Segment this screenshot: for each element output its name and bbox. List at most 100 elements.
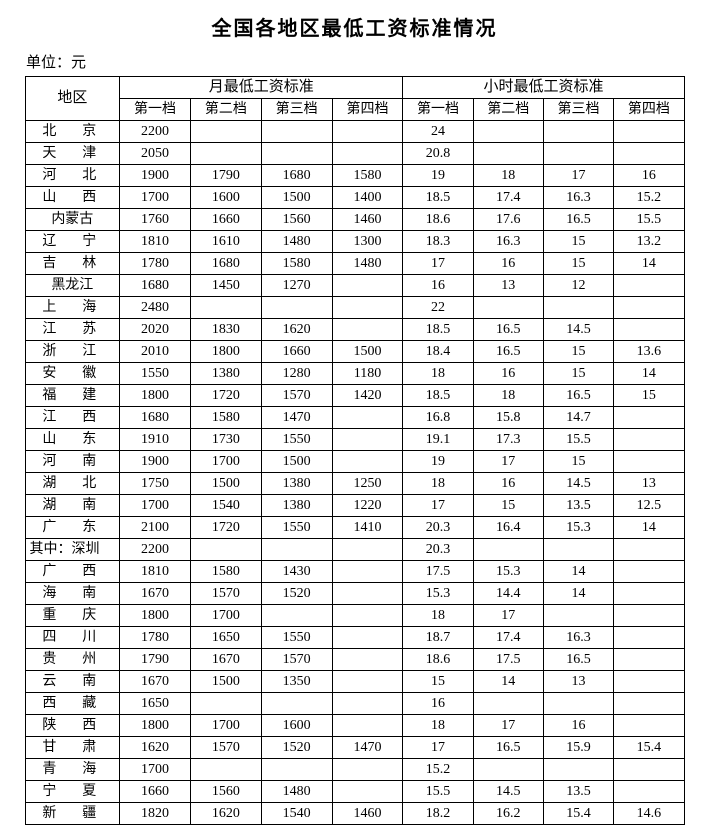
- hourly-cell: 14: [614, 363, 684, 385]
- monthly-cell: [190, 297, 261, 319]
- hourly-cell: 14: [614, 253, 684, 275]
- region-cell: 山 西: [25, 187, 120, 209]
- monthly-cell: 1650: [190, 627, 261, 649]
- hourly-cell: 16.8: [403, 407, 473, 429]
- table-row: 上 海248022: [25, 297, 684, 319]
- monthly-cell: [261, 759, 332, 781]
- monthly-cell: [332, 407, 403, 429]
- hourly-cell: 16: [403, 275, 473, 297]
- region-cell: 黑龙江: [25, 275, 120, 297]
- monthly-cell: [190, 759, 261, 781]
- monthly-cell: 1550: [261, 517, 332, 539]
- table-row: 河 南190017001500191715: [25, 451, 684, 473]
- hourly-cell: 20.8: [403, 143, 473, 165]
- monthly-cell: 1380: [190, 363, 261, 385]
- hourly-cell: [614, 781, 684, 803]
- monthly-cell: 1830: [190, 319, 261, 341]
- monthly-cell: 1300: [332, 231, 403, 253]
- table-row: 宁 夏16601560148015.514.513.5: [25, 781, 684, 803]
- region-cell: 安 徽: [25, 363, 120, 385]
- hourly-cell: [614, 407, 684, 429]
- monthly-cell: 1580: [261, 253, 332, 275]
- monthly-cell: 1480: [261, 781, 332, 803]
- hourly-cell: 15.3: [473, 561, 543, 583]
- region-cell: 青 海: [25, 759, 120, 781]
- hourly-cell: 18: [403, 363, 473, 385]
- hourly-cell: 18.4: [403, 341, 473, 363]
- monthly-cell: 2200: [120, 539, 191, 561]
- hourly-cell: 18.2: [403, 803, 473, 825]
- region-cell: 江 西: [25, 407, 120, 429]
- monthly-cell: 1380: [261, 495, 332, 517]
- header-tier-h2: 第二档: [473, 99, 543, 121]
- table-row: 黑龙江168014501270161312: [25, 275, 684, 297]
- monthly-cell: [332, 781, 403, 803]
- monthly-cell: 1680: [120, 407, 191, 429]
- hourly-cell: 14: [473, 671, 543, 693]
- hourly-cell: 14: [614, 517, 684, 539]
- monthly-cell: 1460: [332, 803, 403, 825]
- hourly-cell: 17.3: [473, 429, 543, 451]
- hourly-cell: 16: [614, 165, 684, 187]
- hourly-cell: [543, 143, 613, 165]
- hourly-cell: 17.6: [473, 209, 543, 231]
- region-cell: 内蒙古: [25, 209, 120, 231]
- hourly-cell: 12.5: [614, 495, 684, 517]
- monthly-cell: 1560: [261, 209, 332, 231]
- monthly-cell: 1700: [190, 715, 261, 737]
- monthly-cell: 1650: [120, 693, 191, 715]
- hourly-cell: 18.7: [403, 627, 473, 649]
- hourly-cell: 16: [403, 693, 473, 715]
- hourly-cell: 15: [543, 363, 613, 385]
- unit-label: 单位：元: [12, 51, 697, 72]
- monthly-cell: 1700: [120, 495, 191, 517]
- hourly-cell: 16: [473, 473, 543, 495]
- hourly-cell: 16.3: [473, 231, 543, 253]
- monthly-cell: 1500: [332, 341, 403, 363]
- region-cell: 河 北: [25, 165, 120, 187]
- region-cell: 吉 林: [25, 253, 120, 275]
- table-row: 广 东210017201550141020.316.415.314: [25, 517, 684, 539]
- monthly-cell: 1580: [332, 165, 403, 187]
- monthly-cell: 1720: [190, 385, 261, 407]
- region-cell: 陕 西: [25, 715, 120, 737]
- hourly-cell: 12: [543, 275, 613, 297]
- hourly-cell: 16.5: [473, 341, 543, 363]
- monthly-cell: [261, 143, 332, 165]
- table-body: 北 京220024天 津205020.8河 北19001790168015801…: [25, 121, 684, 825]
- monthly-cell: 1610: [190, 231, 261, 253]
- hourly-cell: 20.3: [403, 517, 473, 539]
- monthly-cell: [332, 275, 403, 297]
- hourly-cell: 16.3: [543, 187, 613, 209]
- monthly-cell: [261, 297, 332, 319]
- monthly-cell: 1810: [120, 231, 191, 253]
- monthly-cell: [332, 759, 403, 781]
- monthly-cell: [190, 121, 261, 143]
- hourly-cell: 16.3: [543, 627, 613, 649]
- monthly-cell: 1700: [190, 451, 261, 473]
- table-row: 青 海170015.2: [25, 759, 684, 781]
- header-region: 地区: [25, 77, 120, 121]
- hourly-cell: 19: [403, 165, 473, 187]
- monthly-cell: 1800: [120, 605, 191, 627]
- monthly-cell: [261, 693, 332, 715]
- hourly-cell: 14.5: [473, 781, 543, 803]
- hourly-cell: 15.8: [473, 407, 543, 429]
- monthly-cell: 1180: [332, 363, 403, 385]
- header-monthly: 月最低工资标准: [120, 77, 403, 99]
- monthly-cell: 1500: [261, 451, 332, 473]
- monthly-cell: 1570: [261, 385, 332, 407]
- table-row: 山 西170016001500140018.517.416.315.2: [25, 187, 684, 209]
- hourly-cell: 16.4: [473, 517, 543, 539]
- hourly-cell: [614, 649, 684, 671]
- hourly-cell: 18.5: [403, 187, 473, 209]
- hourly-cell: 17.4: [473, 187, 543, 209]
- header-tier-m1: 第一档: [120, 99, 191, 121]
- monthly-cell: 1720: [190, 517, 261, 539]
- hourly-cell: [614, 627, 684, 649]
- monthly-cell: 1560: [190, 781, 261, 803]
- hourly-cell: 19.1: [403, 429, 473, 451]
- monthly-cell: 1670: [120, 671, 191, 693]
- table-row: 江 西16801580147016.815.814.7: [25, 407, 684, 429]
- hourly-cell: 18.5: [403, 319, 473, 341]
